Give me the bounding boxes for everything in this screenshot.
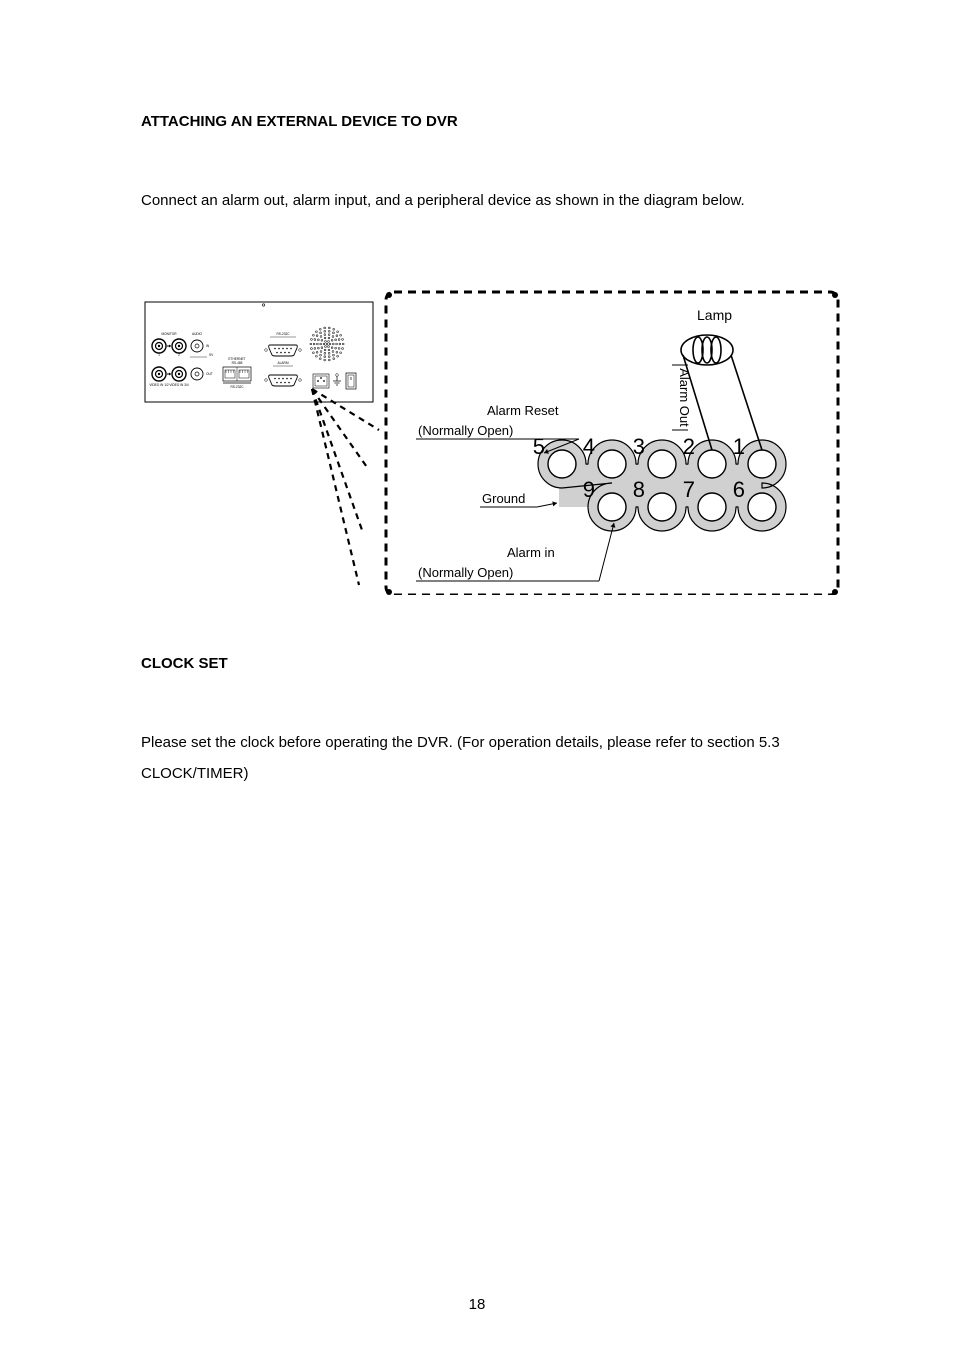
svg-text:1: 1	[733, 434, 745, 459]
section-heading-attaching: ATTACHING AN EXTERNAL DEVICE TO DVR	[141, 113, 834, 130]
svg-text:9: 9	[583, 477, 595, 502]
svg-text:3: 3	[633, 434, 645, 459]
svg-text:5: 5	[533, 434, 545, 459]
svg-text:AUDIO: AUDIO	[192, 332, 203, 336]
svg-text:Alarm in: Alarm in	[507, 545, 555, 560]
wiring-diagram: MONITORVIDEO IN 1/2VIDEO IN 3/412AUDIOIN…	[137, 285, 842, 595]
svg-text:VIDEO IN 3/4: VIDEO IN 3/4	[169, 383, 189, 387]
svg-text:Lamp: Lamp	[697, 307, 732, 323]
svg-text:ALARM: ALARM	[278, 361, 289, 365]
svg-text:OUT: OUT	[206, 372, 213, 376]
svg-text:4: 4	[583, 434, 595, 459]
intro-paragraph: Connect an alarm out, alarm input, and a…	[141, 185, 834, 217]
svg-text:RS-485: RS-485	[232, 361, 243, 365]
svg-text:2: 2	[178, 353, 180, 357]
svg-text:RS-232C: RS-232C	[276, 332, 290, 336]
section-heading-clock: CLOCK SET	[141, 655, 834, 672]
svg-text:6: 6	[733, 477, 745, 502]
svg-text:(Normally Open): (Normally Open)	[418, 423, 513, 438]
svg-text:Alarm Reset: Alarm Reset	[487, 403, 559, 418]
svg-text:MONITOR: MONITOR	[162, 332, 178, 336]
clock-paragraph: Please set the clock before operating th…	[141, 727, 834, 790]
svg-text:Ground: Ground	[482, 491, 525, 506]
page-number: 18	[0, 1296, 954, 1313]
svg-text:2: 2	[683, 434, 695, 459]
diagram-svg: MONITORVIDEO IN 1/2VIDEO IN 3/412AUDIOIN…	[137, 285, 842, 595]
svg-text:Alarm Out: Alarm Out	[677, 368, 692, 427]
svg-text:1: 1	[158, 353, 160, 357]
svg-text:VIDEO IN 1/2: VIDEO IN 1/2	[149, 383, 169, 387]
svg-text:(Normally Open): (Normally Open)	[418, 565, 513, 580]
svg-text:7: 7	[683, 477, 695, 502]
svg-text:RS-232C: RS-232C	[230, 385, 244, 389]
svg-text:8: 8	[633, 477, 645, 502]
